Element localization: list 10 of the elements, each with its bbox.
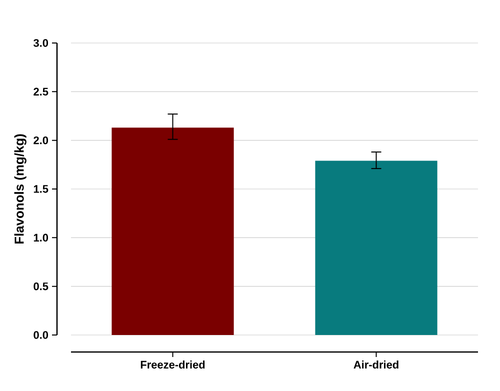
y-tick-label: 1.0	[34, 234, 48, 242]
y-tick-label: 0.0	[34, 331, 48, 339]
x-tick-label: Air-dried	[354, 360, 398, 369]
y-axis-title: Flavonols (mg/kg)	[14, 134, 26, 244]
x-tick-label: Freeze-dried	[140, 360, 205, 369]
y-tick-label: 1.5	[34, 185, 48, 193]
y-tick-label: 3.0	[33, 39, 48, 47]
y-tick-label: 2.0	[34, 136, 48, 144]
y-tick-label: 0.5	[34, 282, 48, 290]
y-tick-label: 2.5	[34, 88, 48, 96]
